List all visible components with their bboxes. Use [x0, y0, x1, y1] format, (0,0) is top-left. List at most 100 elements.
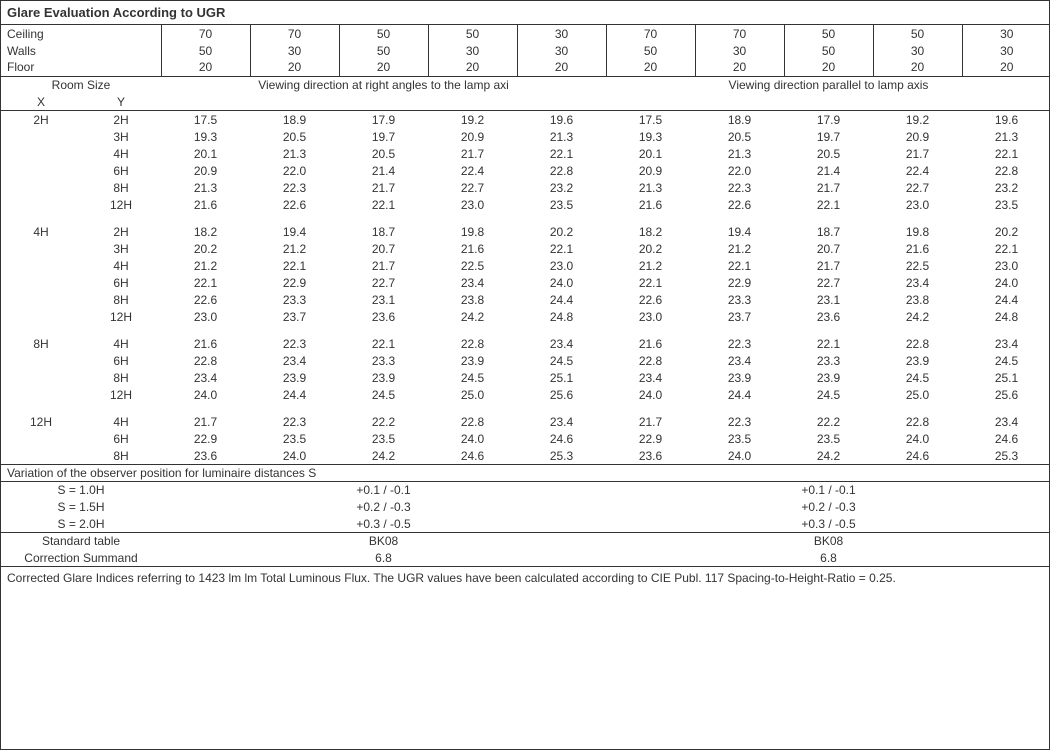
ugr-value: 21.7 [606, 413, 695, 430]
ugr-value: 21.7 [784, 179, 873, 196]
room-y: 6H [81, 274, 161, 291]
ugr-value: 21.4 [339, 162, 428, 179]
surface-value: 30 [873, 42, 962, 59]
variation-val: +0.3 / -0.5 [606, 516, 1050, 533]
ugr-value: 20.9 [873, 128, 962, 145]
ugr-value: 24.5 [962, 352, 1050, 369]
ugr-value: 22.8 [962, 162, 1050, 179]
ugr-value: 23.4 [873, 274, 962, 291]
room-x [1, 257, 81, 274]
ugr-value: 24.6 [428, 447, 517, 464]
room-y: 2H [81, 223, 161, 240]
variation-title: Variation of the observer position for l… [1, 465, 1050, 482]
surface-value: 50 [339, 25, 428, 42]
ugr-value: 25.3 [962, 447, 1050, 464]
room-x [1, 369, 81, 386]
ugr-value: 22.0 [695, 162, 784, 179]
ugr-value: 23.4 [962, 413, 1050, 430]
ugr-value: 18.9 [250, 111, 339, 128]
surface-value: 20 [784, 59, 873, 76]
ugr-value: 25.0 [873, 386, 962, 403]
ugr-value: 19.6 [517, 111, 606, 128]
ugr-value: 18.7 [339, 223, 428, 240]
ugr-value: 23.4 [161, 369, 250, 386]
ugr-value: 24.0 [517, 274, 606, 291]
variation-val: +0.2 / -0.3 [606, 499, 1050, 516]
ugr-value: 21.2 [695, 240, 784, 257]
room-y: 3H [81, 128, 161, 145]
ugr-value: 23.9 [695, 369, 784, 386]
ugr-value: 17.5 [161, 111, 250, 128]
ugr-value: 23.4 [606, 369, 695, 386]
ugr-value: 22.4 [428, 162, 517, 179]
room-x: 4H [1, 223, 81, 240]
ugr-value: 22.7 [428, 179, 517, 196]
viewing-header: Room Size Viewing direction at right ang… [1, 77, 1050, 112]
ugr-value: 22.8 [428, 335, 517, 352]
ugr-value: 23.0 [517, 257, 606, 274]
ugr-value: 21.4 [784, 162, 873, 179]
ugr-value: 21.6 [606, 335, 695, 352]
ugr-value: 22.9 [161, 430, 250, 447]
room-x [1, 128, 81, 145]
ugr-value: 19.3 [606, 128, 695, 145]
variation-s: S = 1.0H [1, 482, 161, 499]
ugr-value: 21.7 [873, 145, 962, 162]
ugr-value: 23.5 [962, 196, 1050, 213]
ugr-value: 20.1 [606, 145, 695, 162]
ugr-value: 24.0 [161, 386, 250, 403]
ugr-value: 23.5 [517, 196, 606, 213]
ugr-value: 23.0 [606, 308, 695, 325]
variation-val: +0.1 / -0.1 [161, 482, 606, 499]
ugr-value: 23.3 [784, 352, 873, 369]
surfaces-table: Ceiling70705050307070505030Walls50305030… [1, 25, 1050, 77]
ugr-value: 20.7 [784, 240, 873, 257]
ugr-value: 22.2 [339, 413, 428, 430]
room-x: 2H [1, 111, 81, 128]
ugr-value: 22.3 [695, 179, 784, 196]
ugr-value: 23.8 [873, 291, 962, 308]
report-title: Glare Evaluation According to UGR [1, 1, 1049, 25]
surface-value: 20 [873, 59, 962, 76]
ugr-value: 25.1 [517, 369, 606, 386]
room-y: 12H [81, 196, 161, 213]
ugr-value: 22.8 [161, 352, 250, 369]
ugr-value: 21.6 [161, 196, 250, 213]
ugr-value: 23.0 [962, 257, 1050, 274]
ugr-value: 20.2 [517, 223, 606, 240]
surface-value: 50 [161, 42, 250, 59]
ugr-value: 23.2 [517, 179, 606, 196]
ugr-value: 23.6 [161, 447, 250, 464]
ugr-value: 24.0 [695, 447, 784, 464]
ugr-value: 23.3 [695, 291, 784, 308]
surface-value: 20 [606, 59, 695, 76]
ugr-value: 22.8 [428, 413, 517, 430]
room-x: 12H [1, 413, 81, 430]
ugr-value: 17.9 [784, 111, 873, 128]
ugr-value: 23.0 [873, 196, 962, 213]
room-y: 4H [81, 413, 161, 430]
ugr-value: 25.3 [517, 447, 606, 464]
standard-table-val: BK08 [606, 533, 1050, 550]
ugr-value: 23.5 [250, 430, 339, 447]
ugr-value: 23.2 [962, 179, 1050, 196]
ugr-value: 19.8 [428, 223, 517, 240]
surface-value: 70 [606, 25, 695, 42]
ugr-value: 24.4 [250, 386, 339, 403]
ugr-data-table: 2H2H17.518.917.919.219.617.518.917.919.2… [1, 111, 1050, 464]
surface-value: 30 [962, 42, 1050, 59]
variation-s: S = 2.0H [1, 516, 161, 533]
ugr-value: 22.1 [517, 145, 606, 162]
ugr-value: 23.4 [517, 413, 606, 430]
surface-label: Ceiling [1, 25, 161, 42]
ugr-value: 22.4 [873, 162, 962, 179]
ugr-value: 18.2 [161, 223, 250, 240]
ugr-value: 21.7 [161, 413, 250, 430]
ugr-value: 24.2 [428, 308, 517, 325]
surface-value: 70 [250, 25, 339, 42]
ugr-value: 22.6 [161, 291, 250, 308]
ugr-value: 20.2 [962, 223, 1050, 240]
surface-value: 30 [962, 25, 1050, 42]
ugr-value: 22.1 [606, 274, 695, 291]
ugr-value: 21.2 [161, 257, 250, 274]
